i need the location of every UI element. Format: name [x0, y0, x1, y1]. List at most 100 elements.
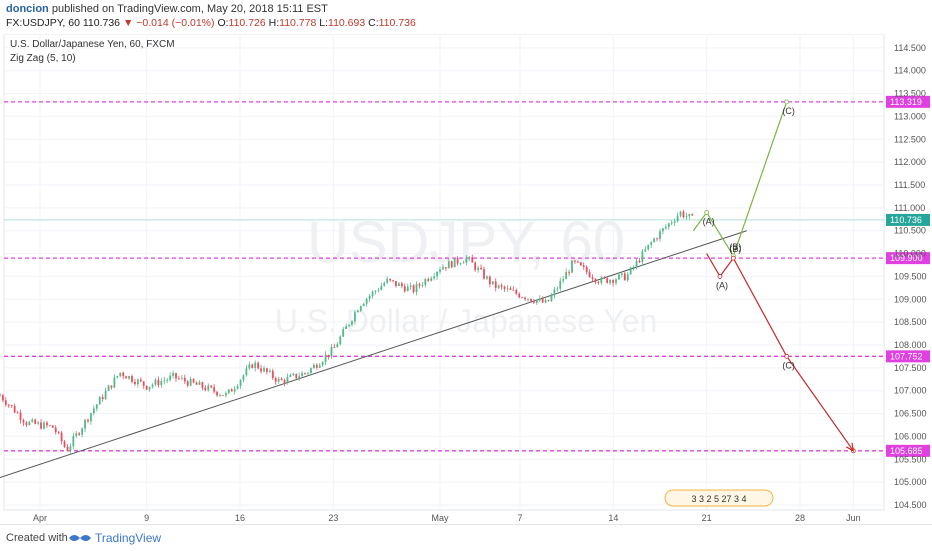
tradingview-logo-icon: [69, 532, 91, 544]
candle-body: [334, 347, 336, 348]
candle-body: [207, 386, 209, 391]
candle-body: [568, 272, 570, 273]
candle-body: [451, 261, 453, 267]
candle-body: [627, 274, 629, 280]
chart-header: doncion published on TradingView.com, Ma…: [0, 0, 932, 34]
legend-title: U.S. Dollar/Japanese Yen, 60, FXCM: [10, 39, 175, 50]
candle-body: [243, 375, 245, 380]
candle-body: [287, 377, 289, 383]
candle-body: [548, 300, 550, 301]
candle-body: [680, 212, 682, 216]
candle-body: [615, 279, 617, 282]
tradingview-brand[interactable]: TradingView: [95, 531, 161, 545]
wave-down-point: [731, 256, 735, 260]
candle-body: [363, 304, 365, 306]
candle-body: [603, 277, 605, 278]
candle-body: [492, 281, 494, 284]
symbol-label[interactable]: FX:USDJPY, 60: [6, 17, 80, 29]
x-tick-label: May: [431, 513, 449, 523]
candle-body: [674, 221, 676, 222]
candle-body: [40, 422, 42, 428]
candle-body: [633, 267, 635, 268]
candle-body: [34, 420, 36, 424]
candle-body: [272, 371, 274, 378]
candle-body: [187, 381, 189, 385]
candle-body: [354, 312, 356, 321]
candle-body: [510, 288, 512, 290]
candle-body: [260, 368, 262, 371]
candle-body: [639, 261, 641, 262]
candle-body: [504, 287, 506, 289]
candle-body: [574, 261, 576, 262]
price-chart[interactable]: USDJPY, 60 U.S. Dollar / Japanese Yen 11…: [0, 34, 932, 524]
candle-body: [137, 380, 139, 385]
published-text: published on TradingView.com, May 20, 20…: [52, 3, 328, 15]
high-value: 110.778: [279, 17, 316, 29]
candle-body: [524, 298, 526, 300]
candle-body: [169, 376, 171, 380]
candle-body: [2, 395, 4, 400]
candle-body: [292, 374, 294, 375]
candle-body: [290, 375, 292, 377]
candle-body: [108, 385, 110, 390]
candle-body: [87, 420, 89, 421]
candle-body: [257, 363, 259, 369]
y-tick-label: 106.500: [894, 409, 927, 419]
open-label: O:: [217, 17, 228, 29]
candle-body: [336, 344, 338, 347]
wave-up-label: (A): [703, 216, 715, 226]
candle-body: [149, 387, 151, 390]
candle-body: [498, 285, 500, 288]
candle-body: [577, 261, 579, 262]
candle-body: [31, 420, 33, 422]
candle-body: [26, 423, 28, 425]
candle-body: [234, 389, 236, 392]
candle-body: [533, 301, 535, 303]
candle-body: [688, 214, 690, 216]
candle-body: [310, 368, 312, 373]
candle-body: [392, 280, 394, 281]
candle-body: [202, 382, 204, 388]
candle-body: [348, 325, 350, 326]
candle-body: [410, 285, 412, 286]
candle-body: [360, 306, 362, 311]
y-tick-label: 112.500: [894, 134, 926, 144]
candle-body: [653, 238, 655, 242]
candle-body: [398, 283, 400, 286]
candle-body: [134, 382, 136, 384]
candle-body: [436, 272, 438, 277]
candle-body: [61, 433, 63, 442]
y-tick-label: 109.000: [894, 294, 927, 304]
candle-body: [163, 380, 165, 381]
candle-body: [246, 368, 248, 375]
candle-body: [178, 378, 180, 379]
candle-body: [386, 279, 388, 283]
candle-body: [5, 400, 7, 404]
author-link[interactable]: doncion: [6, 3, 49, 15]
candle-body: [366, 299, 368, 304]
events-strip-text: 3 3 2 5 27 3 4: [691, 494, 746, 504]
candle-body: [416, 284, 418, 292]
x-tick-label: 14: [608, 513, 618, 523]
candle-body: [96, 405, 98, 409]
candle-body: [554, 290, 556, 296]
level-price-label: 107.752: [890, 351, 923, 361]
candle-body: [647, 245, 649, 250]
candle-body: [592, 277, 594, 279]
candle-body: [81, 429, 83, 435]
candle-body: [351, 321, 353, 324]
events-strip[interactable]: 3 3 2 5 27 3 4: [665, 490, 773, 506]
candle-body: [278, 379, 280, 382]
candle-body: [433, 276, 435, 278]
candle-body: [642, 251, 644, 262]
high-label: H:: [269, 17, 280, 29]
candle-body: [539, 299, 541, 301]
candle-body: [269, 371, 271, 372]
candle-body: [407, 287, 409, 292]
candle-body: [131, 376, 133, 382]
candle-body: [468, 257, 470, 258]
candle-body: [90, 413, 92, 421]
candle-body: [659, 231, 661, 239]
change-arrow-icon: ▼: [123, 17, 133, 29]
candle-body: [102, 397, 104, 399]
